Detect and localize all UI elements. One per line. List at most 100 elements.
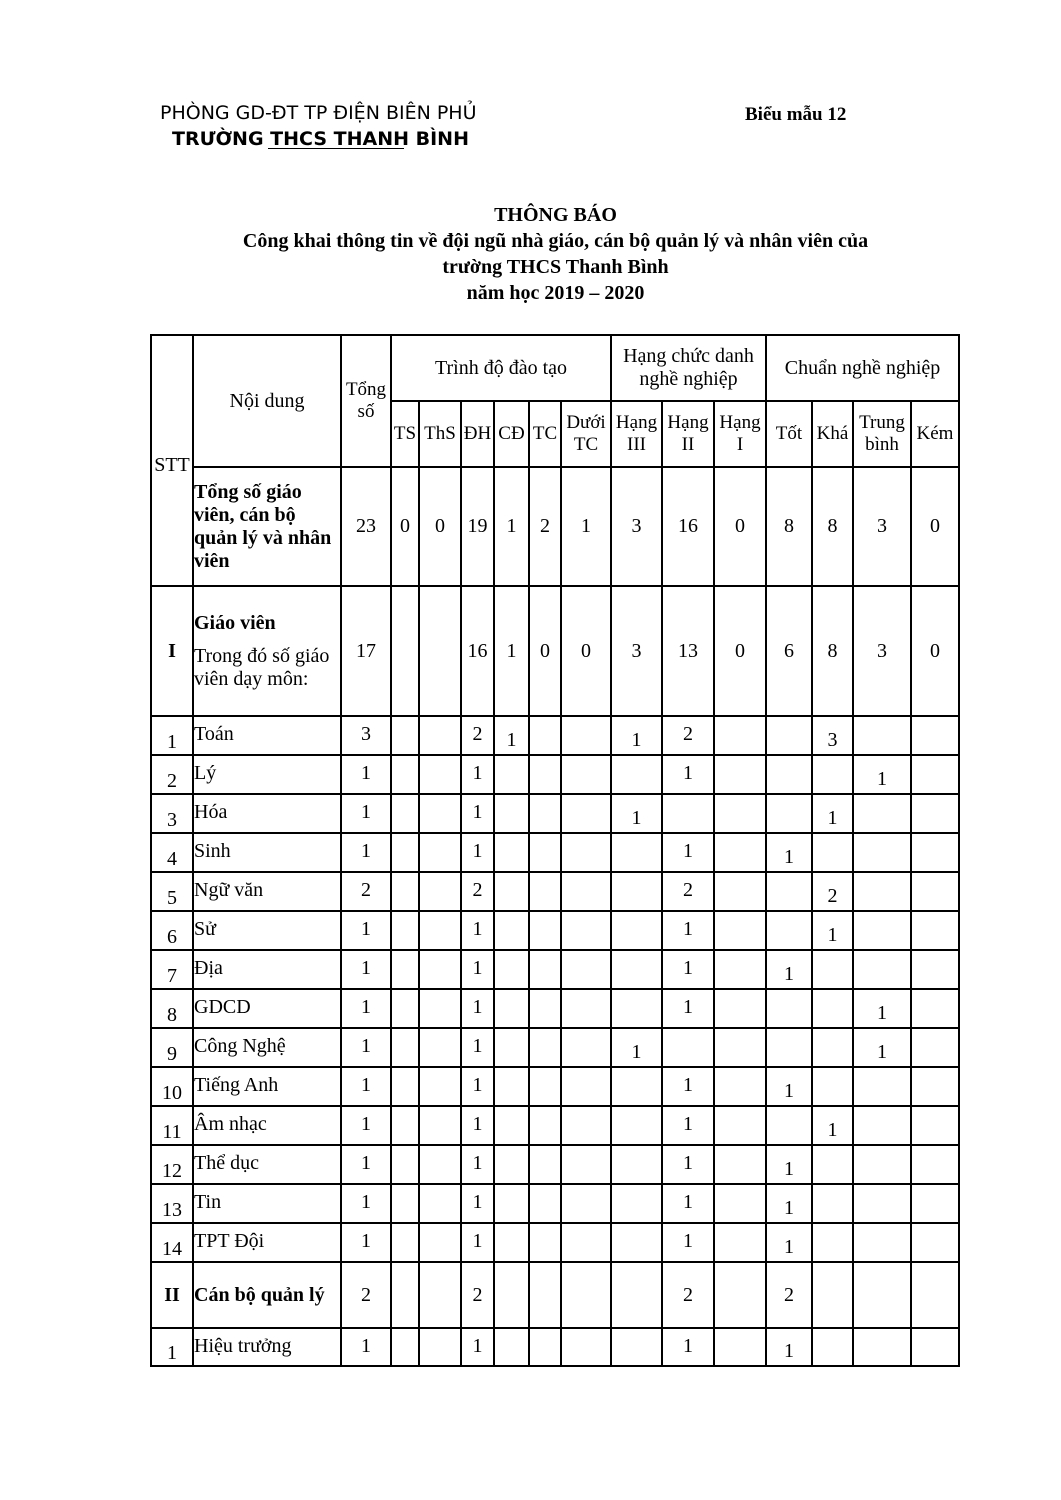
row-value — [493, 1183, 530, 1224]
row-value — [910, 988, 960, 1029]
header-sub-1: ThS — [418, 400, 462, 468]
row-label: Sử — [192, 910, 342, 951]
row-value — [493, 832, 530, 873]
row-value — [852, 910, 912, 951]
row-value — [811, 1327, 854, 1367]
row-value — [910, 1261, 960, 1329]
row-value — [610, 832, 663, 873]
row-value: 0 — [560, 585, 612, 717]
row-label-text: Công Nghệ — [194, 1035, 286, 1057]
row-value — [811, 949, 854, 990]
row-value — [560, 910, 612, 951]
row-label: Địa — [192, 949, 342, 990]
form-number: Biểu mẫu 12 — [745, 104, 847, 125]
row-value — [910, 1327, 960, 1367]
row-value — [528, 1183, 562, 1224]
row-value — [610, 1222, 663, 1263]
row-value — [390, 910, 420, 951]
row-value: 2 — [460, 871, 495, 912]
row-value — [390, 1261, 420, 1329]
header-hang: Hạng chức danh nghề nghiệp — [610, 334, 767, 402]
row-value — [610, 988, 663, 1029]
row-value: 17 — [340, 585, 392, 717]
row-value: 1 — [661, 754, 715, 795]
row-value — [765, 715, 813, 756]
row-value: 2 — [811, 871, 854, 912]
row-value: 1 — [852, 1027, 912, 1068]
row-value: 1 — [661, 910, 715, 951]
table-row: 4 Sinh 1 1 1 1 — [150, 832, 960, 873]
header-sub-9: Tốt — [765, 400, 813, 468]
row-value: 1 — [340, 1183, 392, 1224]
row-value: 2 — [661, 1261, 715, 1329]
row-value: 1 — [852, 988, 912, 1029]
row-value — [390, 1144, 420, 1185]
row-value: 3 — [340, 715, 392, 756]
row-value — [528, 1144, 562, 1185]
school-year: năm học 2019 – 2020 — [466, 282, 645, 304]
row-value: 1 — [460, 910, 495, 951]
row-value — [390, 1222, 420, 1263]
row-value — [713, 754, 767, 795]
row-value — [610, 1183, 663, 1224]
row-value: 1 — [811, 1105, 854, 1146]
row-value: 3 — [811, 715, 854, 756]
row-label: Ngữ văn — [192, 871, 342, 912]
row-value: 1 — [765, 832, 813, 873]
row-label-text: Giáo viên — [194, 611, 276, 634]
row-value — [390, 793, 420, 834]
row-value — [713, 1261, 767, 1329]
header-stt: STT — [150, 334, 194, 587]
row-value: 1 — [340, 988, 392, 1029]
row-value — [610, 754, 663, 795]
row-value — [418, 715, 462, 756]
header-sub-3: CĐ — [493, 400, 530, 468]
row-value — [390, 949, 420, 990]
row-value — [390, 585, 420, 717]
table-row: 10 Tiếng Anh 1 1 1 1 — [150, 1066, 960, 1107]
row-value — [852, 1183, 912, 1224]
row-value — [713, 793, 767, 834]
title-block: THÔNG BÁO Công khai thông tin về đội ngũ… — [0, 202, 1061, 306]
table-row: 8 GDCD 1 1 1 1 — [150, 988, 960, 1029]
table-row: 3 Hóa 1 1 1 1 — [150, 793, 960, 834]
row-value — [765, 1105, 813, 1146]
row-value — [811, 832, 854, 873]
row-value: 1 — [661, 949, 715, 990]
row-label-text: Toán — [194, 723, 234, 745]
row-value — [390, 754, 420, 795]
row-value — [560, 832, 612, 873]
table-row: II Cán bộ quản lý 2 2 2 2 — [150, 1261, 960, 1329]
table-row: 12 Thể dục 1 1 1 1 — [150, 1144, 960, 1185]
row-label: Tin — [192, 1183, 342, 1224]
row-value: 1 — [460, 988, 495, 1029]
row-value — [661, 1027, 715, 1068]
row-label: Giáo viên Trong đó số giáo viên dạy môn: — [192, 585, 342, 717]
row-label: Lý — [192, 754, 342, 795]
row-value: 2 — [460, 715, 495, 756]
row-value — [910, 793, 960, 834]
row-value — [418, 1261, 462, 1329]
row-label: Tổng số giáo viên, cán bộ quản lý và nhâ… — [192, 466, 342, 587]
row-value — [910, 1066, 960, 1107]
row-stt: 2 — [150, 754, 194, 795]
row-value — [418, 871, 462, 912]
header-noi-dung: Nội dung — [192, 334, 342, 468]
row-value: 1 — [765, 1327, 813, 1367]
row-value — [713, 1144, 767, 1185]
row-value — [493, 871, 530, 912]
row-value — [493, 1261, 530, 1329]
row-value — [418, 585, 462, 717]
row-value — [390, 1066, 420, 1107]
row-value — [560, 1261, 612, 1329]
row-stt: I — [150, 585, 194, 717]
row-stt: 3 — [150, 793, 194, 834]
row-value — [390, 871, 420, 912]
row-value — [418, 910, 462, 951]
table-row: 2 Lý 1 1 1 1 — [150, 754, 960, 795]
row-value — [528, 949, 562, 990]
row-value: 1 — [661, 832, 715, 873]
row-value — [560, 949, 612, 990]
row-value: 1 — [460, 793, 495, 834]
